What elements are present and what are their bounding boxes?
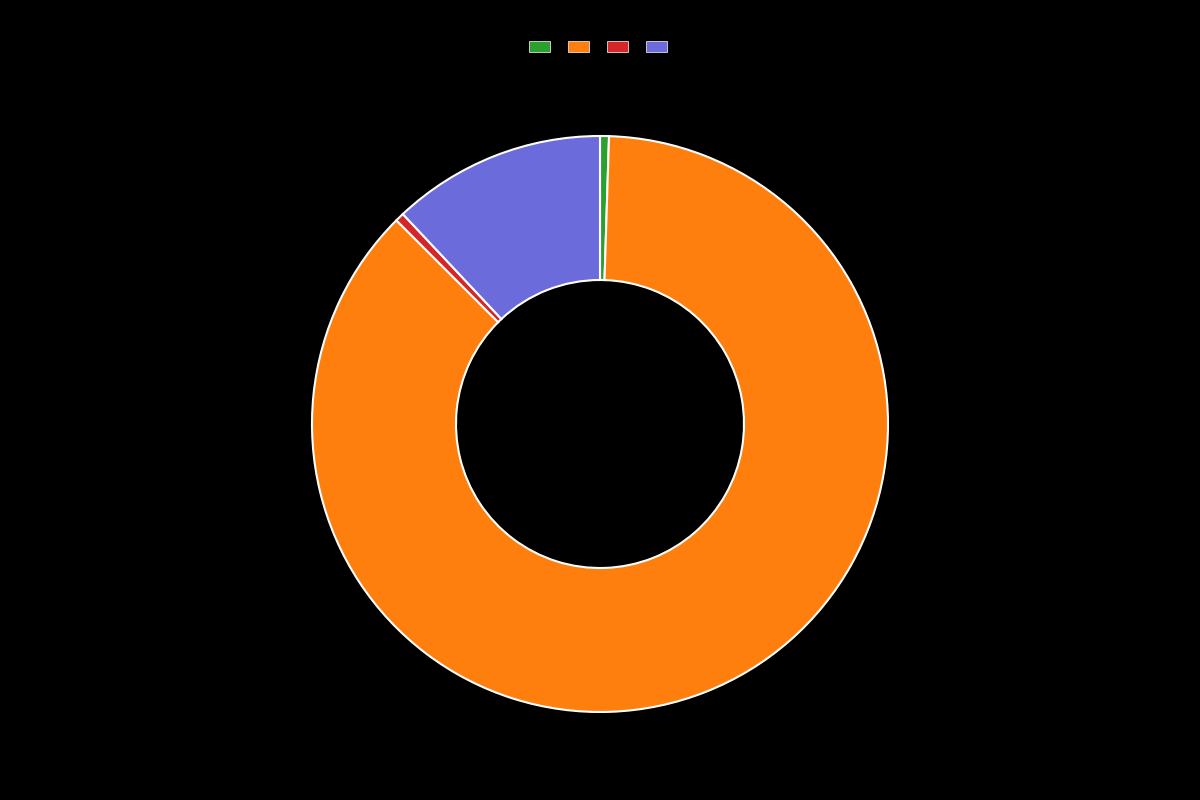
Wedge shape (396, 214, 502, 322)
Legend: , , , : , , , (523, 35, 677, 60)
Wedge shape (312, 136, 888, 712)
Wedge shape (600, 136, 610, 280)
Wedge shape (403, 136, 600, 319)
